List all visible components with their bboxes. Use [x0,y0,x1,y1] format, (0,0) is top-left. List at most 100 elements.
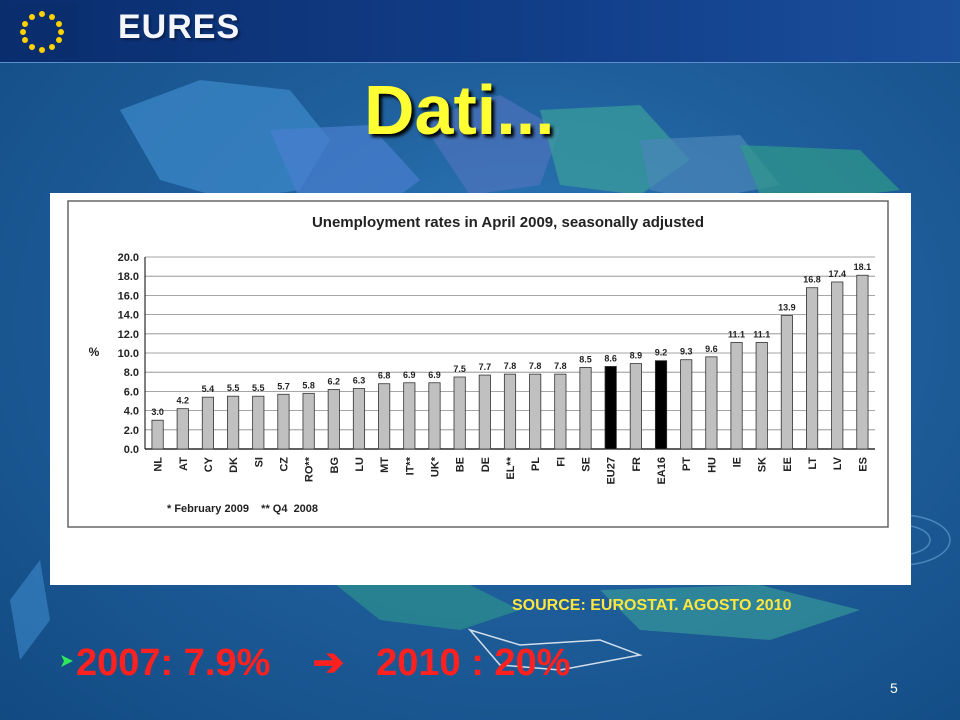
value-label: 8.9 [630,351,643,361]
x-tick-label: EL** [505,456,517,479]
bar-de [478,374,491,450]
eu-stars-logo [6,4,78,58]
value-label: 9.3 [680,347,693,357]
x-tick-label: FR [631,457,643,472]
bar-hu [705,356,718,450]
bar-el [503,373,517,450]
chart-border [67,200,889,528]
x-tick-label: CY [203,456,215,472]
x-tick-label: BG [329,457,341,474]
y-tick-label: 2.0 [124,425,139,437]
value-label: 17.4 [828,269,846,279]
bar-es [856,274,869,450]
value-label: 3.0 [151,407,164,417]
bar-lv [831,281,844,450]
value-label: 6.9 [403,370,416,380]
x-tick-label: EA16 [656,457,668,485]
y-tick-label: 10.0 [118,348,139,360]
bar-be [453,376,466,450]
value-label: 11.1 [753,329,770,339]
chart-title: Unemployment rates in April 2009, season… [312,214,704,231]
bar-fi [554,373,567,450]
value-label: 7.8 [554,361,567,371]
bar-lu [352,388,366,450]
bar-se [579,366,592,450]
value-label: 7.8 [529,361,542,371]
y-tick-label: 8.0 [124,367,139,379]
arrow-bullet-icon [61,655,73,667]
bar-ea16 [654,360,668,450]
bar-bg [327,389,340,450]
x-tick-labels: NL AT CY DK SI CZ RO** BG LU MT IT** UK* BE DE EL** PL F… [153,456,870,484]
x-tick-label: LV [832,456,844,470]
x-tick-label: LU [354,457,366,472]
bar-fr [629,363,642,450]
bar-pt [680,359,693,450]
x-tick-label: NL [153,457,165,472]
bar-sk [755,342,768,450]
value-label: 5.8 [302,380,315,390]
value-label: 4.2 [177,396,190,406]
value-label: 6.8 [378,371,391,381]
value-labels: 3.0 4.2 5.4 5.5 5.5 5.7 5.8 6.2 6.3 6.8 6.9 6.9 7.5 7… [151,262,871,417]
y-tick-label: 14.0 [118,310,139,322]
bar-cz [277,393,290,450]
x-tick-label: SE [581,457,593,472]
y-tick-label: 12.0 [118,329,139,341]
eures-logo-text: EURES [118,8,241,46]
unemployment-bar-chart: Unemployment rates in April 2009, season… [67,200,889,528]
x-tick-label: IE [732,457,744,467]
x-tick-label: PL [530,457,542,471]
x-tick-label: PT [681,457,693,471]
x-tick-label: RO** [304,456,316,482]
header-divider [0,62,960,63]
value-label: 7.7 [479,362,492,372]
page-number: 5 [890,680,898,696]
value-label: 6.2 [328,376,341,386]
y-tick-label: 4.0 [124,406,139,418]
value-label: 7.8 [504,361,517,371]
bar-mt [378,383,391,450]
x-tick-label: BE [455,457,467,472]
value-label: 8.5 [579,354,592,364]
y-tick-label: 20.0 [118,252,139,264]
y-tick-label: 6.0 [124,386,139,398]
x-tick-label: SK [757,457,769,472]
bar-ee [780,315,793,450]
x-tick-label: ES [857,457,869,472]
chart-panel: Unemployment rates in April 2009, season… [50,193,911,585]
value-label: 5.7 [277,381,290,391]
value-label: 5.5 [252,383,265,393]
bar-it [403,382,416,450]
bar-nl [151,419,164,450]
x-tick-label: IT** [404,456,416,475]
x-tick-label: SI [253,457,265,467]
bullet-text: 2007: 7.9% ➔ 2010 : 20% [76,642,571,684]
value-label: 6.3 [353,376,366,386]
bar-dk [227,395,240,450]
y-tick-label: 16.0 [118,290,139,302]
value-label: 18.1 [854,262,872,272]
y-tick-label: 18.0 [118,271,139,283]
x-tick-label: FI [555,457,567,467]
value-label: 7.5 [453,364,466,374]
bar-lt [806,287,819,450]
y-tick-labels: 0.0 2.0 4.0 6.0 8.0 10.0 12.0 14.0 16.0 18.0 20.0 [118,252,139,456]
bar-at [176,408,189,450]
x-tick-label: UK* [429,456,441,477]
value-label: 8.6 [604,353,617,363]
value-label: 5.4 [202,384,215,394]
x-tick-label: MT [379,457,391,473]
value-label: 9.2 [655,348,668,358]
bar-ro [302,392,315,450]
x-tick-label: CZ [278,457,290,472]
value-label: 5.5 [227,383,240,393]
y-tick-label: 0.0 [124,444,139,456]
source-note: SOURCE: EUROSTAT. AGOSTO 2010 [512,597,792,614]
bar-eu27 [604,366,617,450]
bar-si [252,395,265,450]
slide-title: Dati... [364,71,555,149]
y-axis-label: % [89,345,100,359]
x-tick-label: DE [480,457,492,472]
